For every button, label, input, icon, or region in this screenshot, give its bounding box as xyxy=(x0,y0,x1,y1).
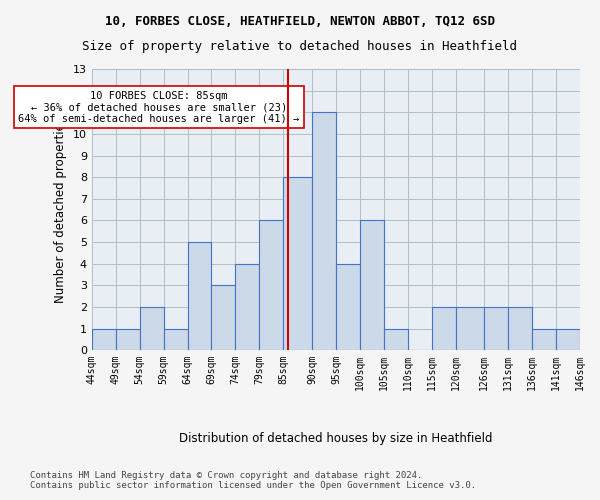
Bar xyxy=(312,112,336,350)
Bar xyxy=(235,264,259,350)
Text: Size of property relative to detached houses in Heathfield: Size of property relative to detached ho… xyxy=(83,40,517,53)
Text: 10, FORBES CLOSE, HEATHFIELD, NEWTON ABBOT, TQ12 6SD: 10, FORBES CLOSE, HEATHFIELD, NEWTON ABB… xyxy=(105,15,495,28)
Bar xyxy=(384,328,407,350)
Bar xyxy=(455,307,484,350)
Bar xyxy=(211,286,235,350)
Text: 10 FORBES CLOSE: 85sqm
← 36% of detached houses are smaller (23)
64% of semi-det: 10 FORBES CLOSE: 85sqm ← 36% of detached… xyxy=(18,90,299,124)
Bar xyxy=(283,177,312,350)
Bar xyxy=(259,220,283,350)
Bar xyxy=(556,328,580,350)
Bar xyxy=(92,328,116,350)
Bar xyxy=(336,264,360,350)
Bar xyxy=(484,307,508,350)
Text: Contains HM Land Registry data © Crown copyright and database right 2024.
Contai: Contains HM Land Registry data © Crown c… xyxy=(30,470,476,490)
Bar xyxy=(164,328,188,350)
Bar xyxy=(431,307,455,350)
Bar xyxy=(116,328,140,350)
Bar xyxy=(360,220,384,350)
X-axis label: Distribution of detached houses by size in Heathfield: Distribution of detached houses by size … xyxy=(179,432,493,445)
Bar xyxy=(532,328,556,350)
Bar xyxy=(140,307,164,350)
Bar xyxy=(508,307,532,350)
Bar xyxy=(188,242,211,350)
Y-axis label: Number of detached properties: Number of detached properties xyxy=(54,116,67,302)
